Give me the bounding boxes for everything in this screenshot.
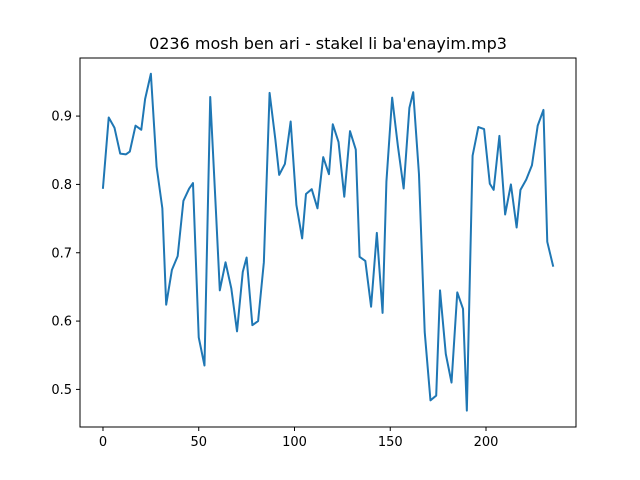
x-tick-label: 150 xyxy=(378,435,403,450)
y-tick-label: 0.6 xyxy=(51,315,72,330)
x-tick-label: 100 xyxy=(282,435,307,450)
x-tick-label: 50 xyxy=(190,435,207,450)
x-tick-label: 200 xyxy=(474,435,499,450)
y-tick-label: 0.8 xyxy=(51,178,72,193)
x-axis: 0 50 100 150 200 xyxy=(99,427,499,450)
chart-title: 0236 mosh ben ari - stakel li ba'enayim.… xyxy=(149,34,507,53)
y-tick-label: 0.7 xyxy=(51,246,72,261)
y-tick-label: 0.5 xyxy=(51,383,72,398)
y-tick-label: 0.9 xyxy=(51,110,72,125)
series-line xyxy=(101,72,555,412)
y-axis: 0.5 0.6 0.7 0.8 0.9 xyxy=(51,110,80,398)
x-tick-label: 0 xyxy=(99,435,107,450)
plot-area xyxy=(101,72,555,412)
axes-frame xyxy=(79,57,577,428)
